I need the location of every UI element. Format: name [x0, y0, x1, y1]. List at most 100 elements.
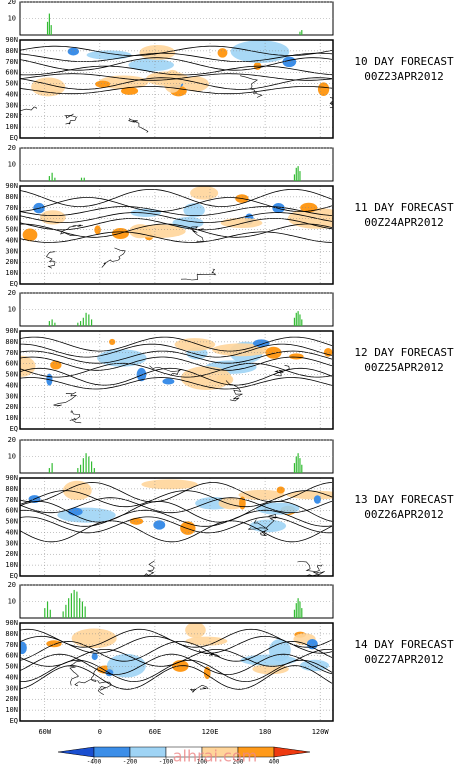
anomaly: [62, 480, 92, 501]
lat-label: 90N: [5, 182, 18, 190]
bar: [299, 314, 301, 326]
lat-label: 30N: [5, 684, 18, 692]
contour: [20, 520, 333, 543]
anomaly: [162, 378, 175, 385]
anomaly: [323, 347, 333, 357]
map-frame: [19, 330, 334, 430]
lat-label: 50N: [5, 518, 18, 526]
bar: [62, 611, 64, 618]
anomaly: [121, 87, 139, 95]
bar: [295, 167, 297, 181]
anomaly: [153, 520, 166, 530]
anomaly: [67, 47, 80, 56]
contour: [20, 336, 333, 352]
panel-date: 00Z27APR2012: [364, 653, 443, 666]
map: [20, 478, 333, 576]
anomaly: [91, 652, 98, 661]
lat-label: 60N: [5, 360, 18, 368]
contour: [20, 206, 333, 216]
lat-label: 70N: [5, 349, 18, 357]
bar: [88, 314, 90, 326]
colorbar-label: -100: [159, 759, 174, 765]
contour: [20, 343, 333, 358]
contour: [20, 640, 333, 662]
bar: [301, 319, 303, 326]
panel-title: 10 DAY FORECAST: [354, 55, 454, 68]
bar: [301, 30, 303, 35]
bar: [49, 609, 51, 618]
y-tick-label: 20: [8, 144, 16, 152]
bar: [65, 604, 67, 618]
anomaly: [98, 75, 149, 90]
bar: [293, 174, 296, 181]
anomaly: [313, 495, 321, 504]
panel-date: 00Z24APR2012: [364, 216, 443, 229]
panel-title: 11 DAY FORECAST: [354, 201, 454, 214]
lat-label: 30N: [5, 247, 18, 255]
anomaly: [190, 186, 219, 200]
bar: [48, 176, 50, 181]
bar: [70, 593, 73, 618]
bar: [82, 317, 84, 326]
anomaly: [185, 623, 206, 638]
anomaly: [217, 48, 228, 58]
map-frame: [19, 39, 334, 139]
anomaly: [46, 640, 62, 648]
lat-label: 80N: [5, 485, 18, 493]
contour: [20, 77, 333, 90]
y-tick-label: 10: [8, 15, 16, 23]
colorbar-label: -200: [123, 759, 138, 765]
coastline: [46, 224, 217, 281]
bar: [299, 31, 301, 35]
lat-label: 80N: [5, 47, 18, 55]
bar: [79, 321, 82, 326]
bar: [93, 468, 95, 473]
bar: [79, 598, 81, 618]
contour: [20, 52, 333, 62]
colorbar-box: [57, 746, 95, 758]
lat-label: 30N: [5, 392, 18, 400]
bar: [299, 171, 301, 181]
bar: [299, 458, 301, 473]
lat-label: 10N: [5, 706, 18, 714]
anomaly: [230, 40, 290, 64]
anomaly: [252, 663, 289, 675]
anomaly: [20, 641, 27, 655]
map-frame: [19, 477, 334, 577]
anomaly: [276, 486, 285, 494]
panel-date: 00Z23APR2012: [364, 70, 443, 83]
lat-label: EQ: [10, 280, 18, 288]
map-frame: [19, 185, 334, 285]
lat-label: 60N: [5, 507, 18, 515]
lon-label: 60W: [38, 728, 51, 736]
lat-label: 90N: [5, 619, 18, 627]
panel-date: 00Z25APR2012: [364, 361, 443, 374]
anomaly: [94, 225, 101, 235]
bar: [50, 25, 52, 35]
contour: [20, 509, 333, 527]
lat-label: 20N: [5, 258, 18, 266]
contour: [20, 350, 333, 364]
y-tick-label: 10: [8, 161, 16, 169]
colorbar-label: 200: [233, 759, 244, 765]
contour: [20, 57, 333, 71]
bar: [297, 453, 299, 473]
contour: [20, 362, 333, 378]
lat-label: 30N: [5, 539, 18, 547]
panel-title: 12 DAY FORECAST: [354, 346, 454, 359]
anomaly: [128, 58, 175, 72]
bar: [82, 458, 84, 473]
contour: [20, 659, 333, 683]
anomaly: [71, 628, 117, 649]
anomaly: [50, 360, 62, 370]
coastline: [52, 365, 290, 424]
colorbar-box: [273, 746, 311, 758]
bar: [85, 453, 87, 473]
y-tick-label: 10: [8, 453, 16, 461]
bar: [295, 456, 297, 473]
panel-title: 14 DAY FORECAST: [354, 638, 454, 651]
bar: [54, 322, 56, 326]
watermark: alhrai.com: [173, 747, 257, 765]
contour: [20, 497, 333, 514]
bar: [46, 601, 49, 618]
